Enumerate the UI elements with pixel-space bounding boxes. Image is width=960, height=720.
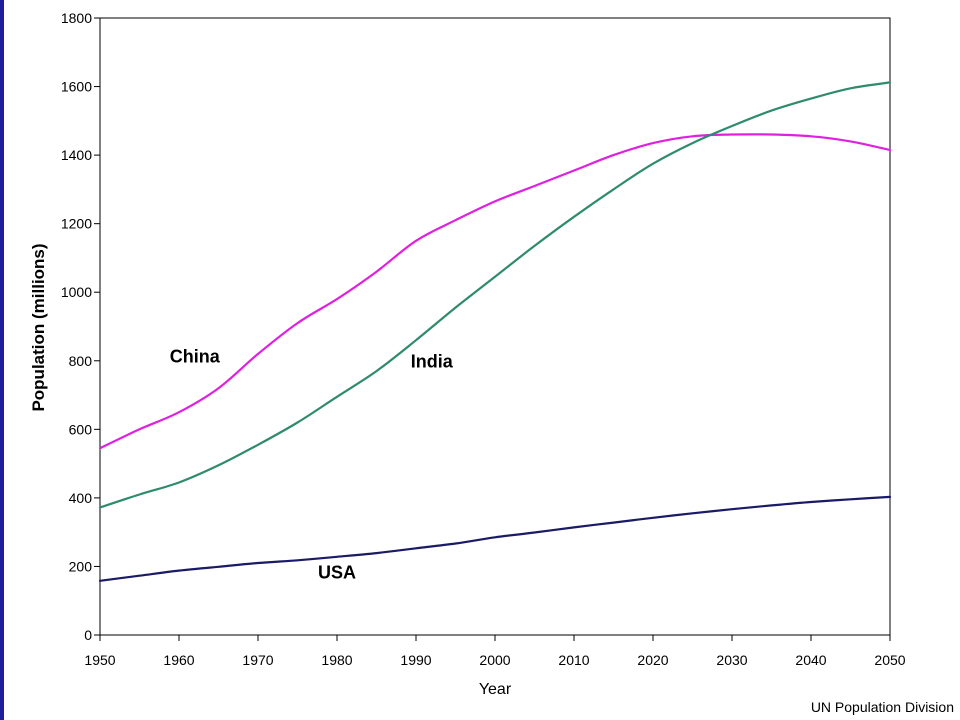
source-note: UN Population Division: [810, 699, 954, 715]
y-tick-label: 1200: [61, 216, 92, 232]
x-tick-label: 1980: [321, 652, 352, 668]
x-tick-label: 1970: [242, 652, 273, 668]
x-tick-label: 2040: [795, 652, 826, 668]
y-tick-label: 800: [69, 353, 93, 369]
y-tick-label: 1800: [61, 10, 92, 26]
series-label-india: India: [411, 352, 454, 372]
population-line-chart: 0 200 400 600 800 1000 1200 1400 1600 1800 1950 196…: [29, 10, 906, 698]
y-tick-label: 600: [69, 421, 93, 437]
x-tick-label: 2020: [637, 652, 668, 668]
x-tick-label: 1950: [84, 652, 115, 668]
x-tick-label: 2010: [558, 652, 589, 668]
slide: 0 200 400 600 800 1000 1200 1400 1600 1800 1950 196…: [4, 0, 960, 720]
y-axis-label: Population (millions): [29, 243, 48, 411]
y-tick-label: 0: [84, 627, 92, 643]
y-tick-label: 400: [69, 490, 93, 506]
series-label-usa: USA: [318, 562, 356, 582]
x-tick-label: 2030: [716, 652, 747, 668]
x-tick-label: 2000: [479, 652, 510, 668]
series-label-china: China: [170, 346, 221, 366]
series-line-usa: [98, 495, 892, 582]
x-tick-label: 1960: [163, 652, 194, 668]
y-tick-label: 1600: [61, 79, 92, 95]
series-line-china: [98, 133, 892, 450]
y-tick-label: 200: [69, 558, 93, 574]
x-tick-label: 2050: [874, 652, 905, 668]
series-line-india: [98, 81, 892, 509]
y-tick-label: 1000: [61, 284, 92, 300]
y-tick-label: 1400: [61, 147, 92, 163]
x-axis-label: Year: [479, 681, 512, 698]
x-tick-label: 1990: [400, 652, 431, 668]
